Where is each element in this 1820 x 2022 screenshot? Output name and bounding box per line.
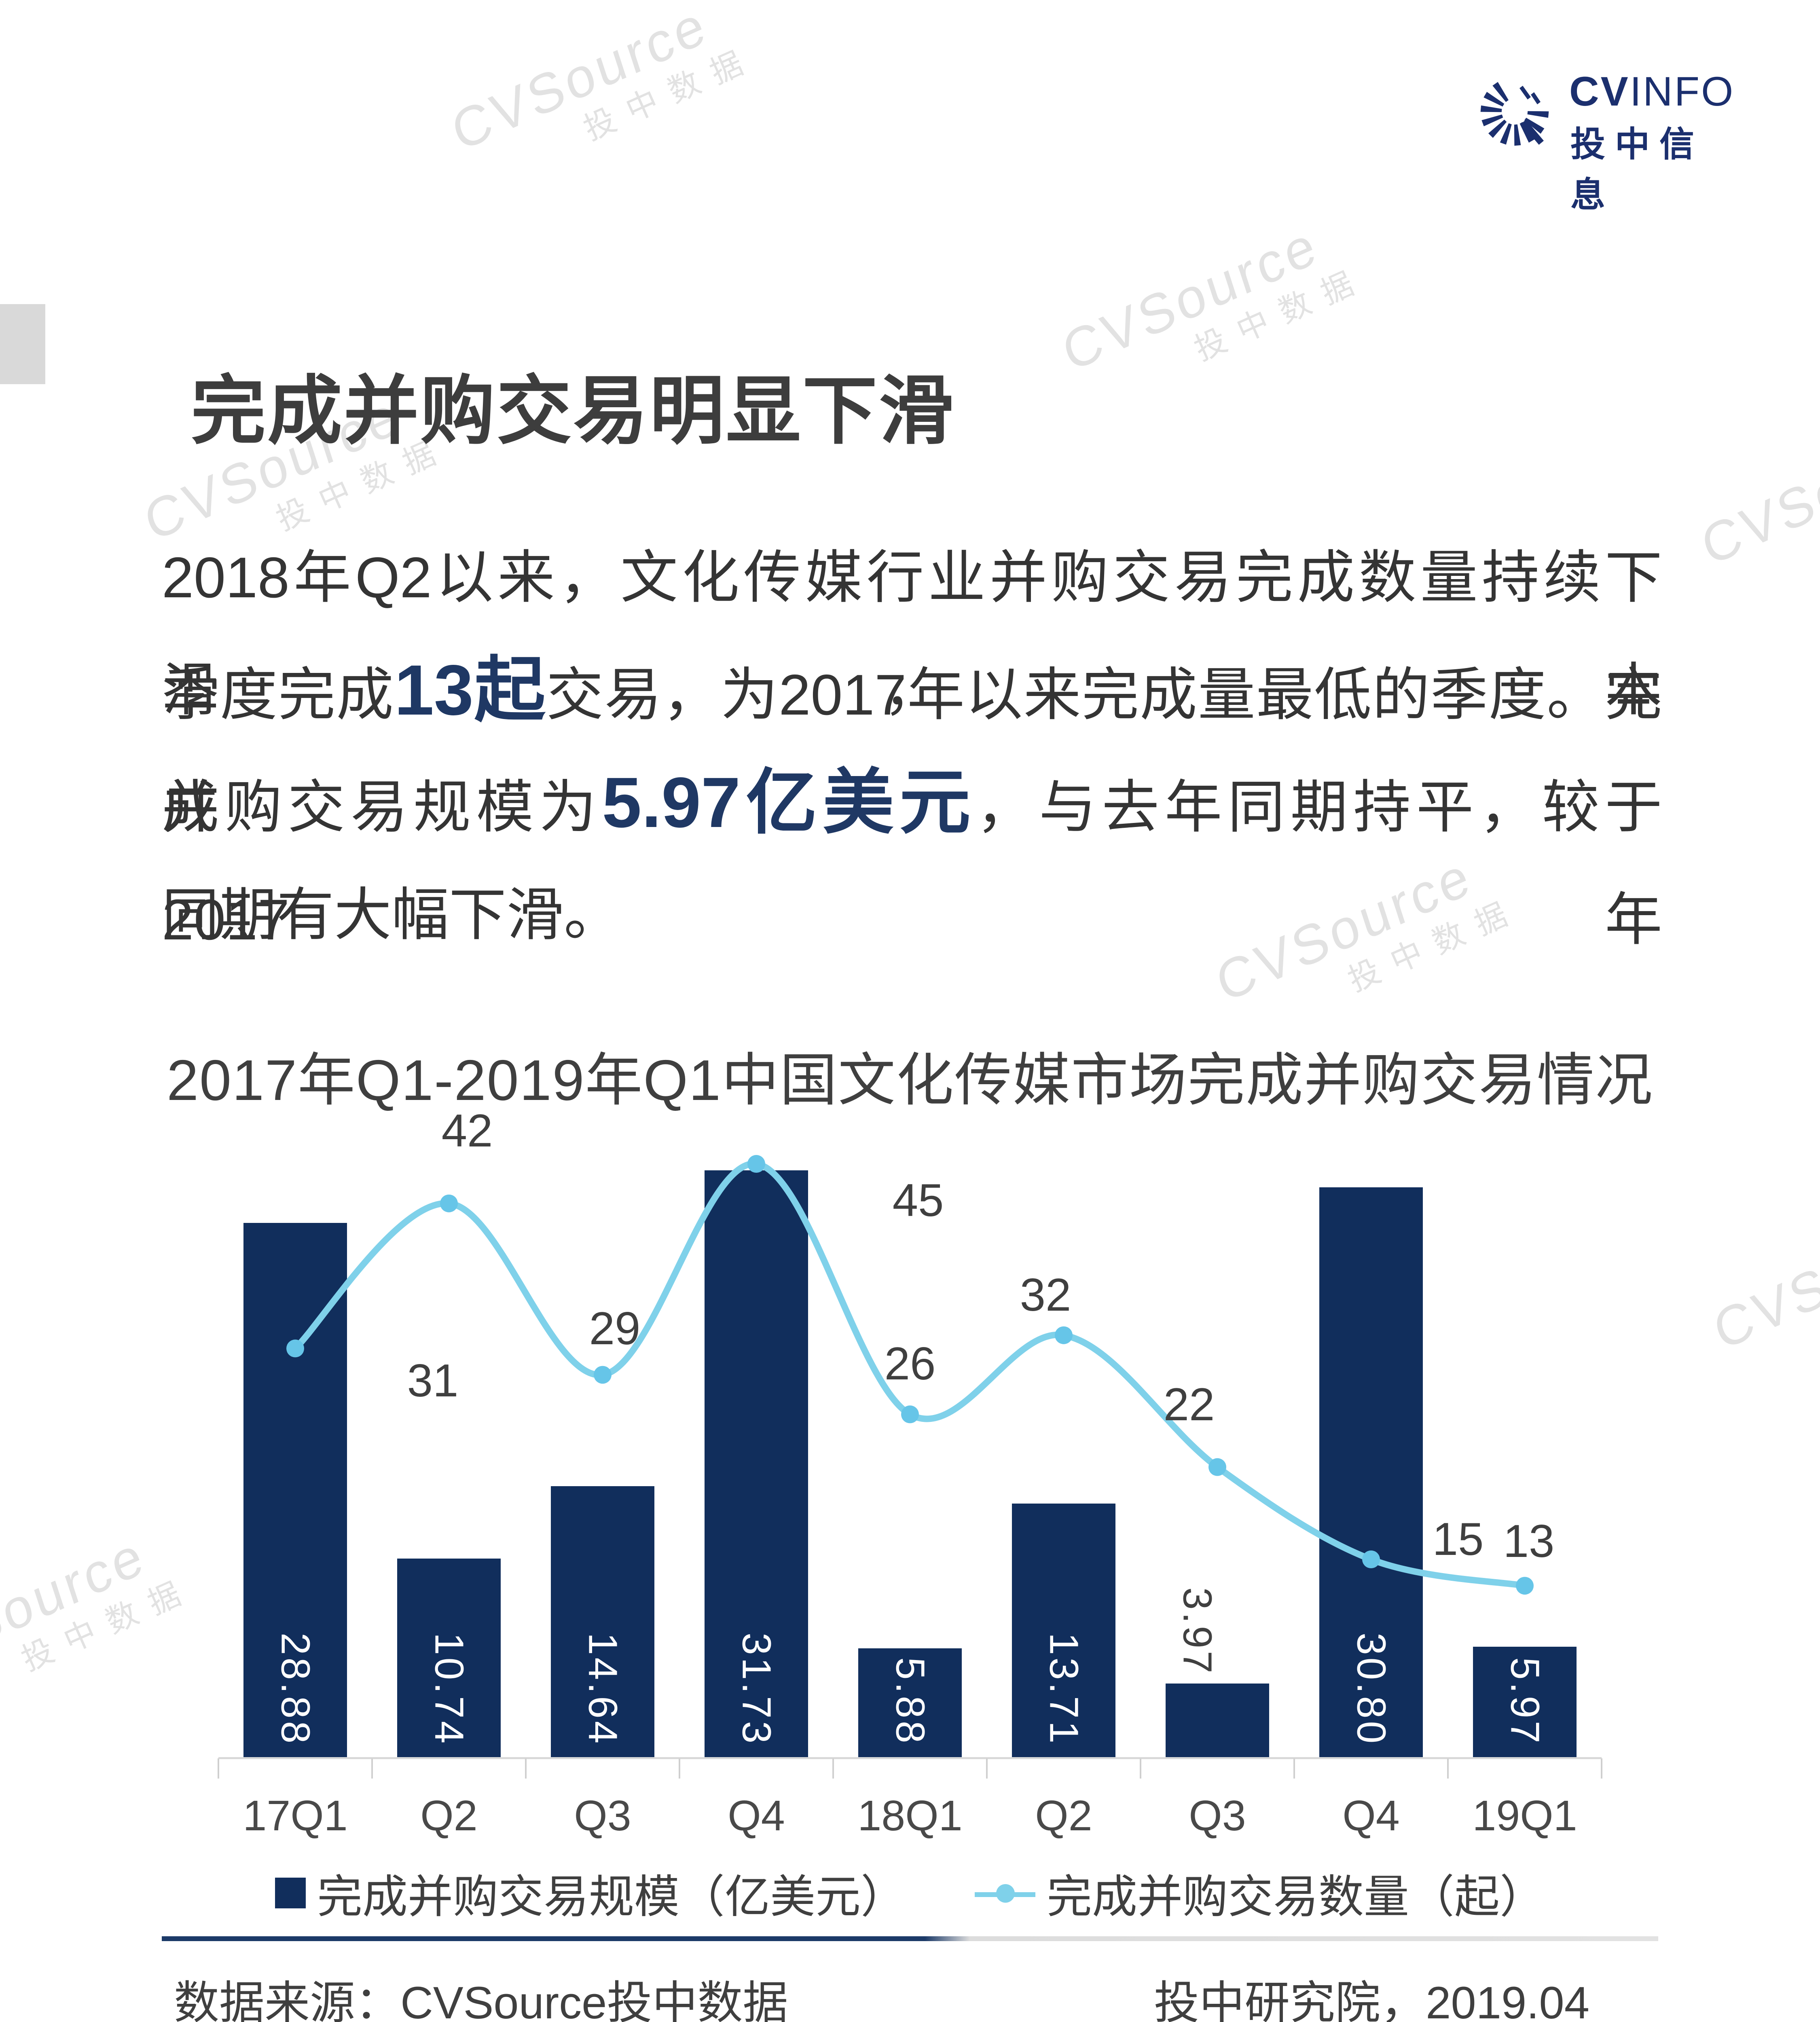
title-accent-bar <box>0 304 45 384</box>
highlighted-figure: 13起 <box>394 651 546 730</box>
bar-Q3 <box>1166 1684 1269 1757</box>
ma-deals-chart: 28.88 17Q1 10.74 Q2 14.64 Q3 31.73 Q4 5.88 18Q1 13… <box>218 1105 1602 1856</box>
line-series-swatch-icon <box>975 1878 1035 1908</box>
logo-subtitle: 投中信息 <box>1570 125 1704 214</box>
count-label: 31 <box>407 1355 459 1407</box>
legend-item-line: 完成并购交易数量（起） <box>975 1860 1545 1926</box>
logo-cv: CV <box>1569 68 1630 114</box>
paragraph-text: 并购交易规模为 <box>162 775 602 840</box>
cvinfo-burst-icon <box>1480 82 1549 146</box>
x-axis-tick <box>832 1758 834 1779</box>
count-label: 42 <box>441 1105 493 1157</box>
chart-title: 2017年Q1-2019年Q1中国文化传媒市场完成并购交易情况 <box>167 1048 1653 1113</box>
count-label: 26 <box>884 1338 936 1390</box>
x-axis-label: Q3 <box>1189 1792 1246 1840</box>
x-axis-label: Q3 <box>574 1792 631 1840</box>
x-axis-label: 19Q1 <box>1472 1792 1577 1840</box>
bar-value-label: 5.97 <box>1502 1657 1548 1746</box>
paragraph-text: 2018年Q2以来，文化传媒行业并购交易完成数量持续下滑，本 <box>162 546 1662 722</box>
bar-series-swatch-icon <box>275 1878 306 1908</box>
legend-line-label: 完成并购交易数量（起） <box>1047 1872 1545 1922</box>
count-label: 22 <box>1163 1379 1215 1430</box>
watermark-sub: 投中数据 <box>578 39 762 147</box>
count-label: 13 <box>1503 1516 1555 1567</box>
bar-value-label: 31.73 <box>734 1632 779 1746</box>
line-series <box>286 1155 1534 1595</box>
bar-value-label: 30.80 <box>1348 1632 1394 1746</box>
bar-Q4: 30.80 <box>1319 1187 1423 1757</box>
bar-19Q1: 5.97 <box>1473 1646 1577 1757</box>
legend-item-bar: 完成并购交易规模（亿美元） <box>275 1860 906 1926</box>
bar-value-label: 10.74 <box>426 1632 472 1746</box>
bar-17Q1: 28.88 <box>243 1223 347 1757</box>
paragraph-text: 同期有大幅下滑。 <box>162 883 621 947</box>
legend-divider <box>162 1936 1658 1941</box>
chart-source-org: 投中研究院，2019.04 <box>1154 1978 1589 2022</box>
watermark-brand: CVSource <box>444 0 715 163</box>
paragraph-line: 并购交易规模为5.97亿美元，与去年同期持平，较于2017年 <box>162 747 1662 952</box>
highlighted-figure: 5.97亿美元 <box>602 763 976 842</box>
x-axis-tick <box>371 1758 373 1779</box>
bar-value-label: 14.64 <box>580 1632 626 1746</box>
line-marker-Q4 <box>1362 1550 1380 1569</box>
bar-value-label: 28.88 <box>273 1632 318 1746</box>
bar-Q2: 10.74 <box>397 1558 501 1757</box>
paragraph-line: 2018年Q2以来，文化传媒行业并购交易完成数量持续下滑，本 <box>162 522 1662 722</box>
line-marker-Q2 <box>440 1194 458 1212</box>
paragraph-text: 季度完成 <box>162 663 394 727</box>
x-axis-label: 18Q1 <box>857 1792 963 1840</box>
page-title: 完成并购交易明显下滑 <box>191 369 955 453</box>
x-axis-label: Q4 <box>1342 1792 1400 1840</box>
x-axis-tick <box>218 1758 219 1779</box>
legend-bar-label: 完成并购交易规模（亿美元） <box>317 1872 906 1922</box>
paragraph-text: ，与去年同期持平，较于2017年 <box>162 775 1663 952</box>
line-marker-Q3 <box>1208 1458 1226 1476</box>
x-axis-tick <box>1447 1758 1449 1779</box>
paragraph-line: 季度完成13起交易，为2017年以来完成量最低的季度。完成 <box>162 634 1662 840</box>
line-marker-Q2 <box>1055 1326 1073 1344</box>
chart-legend: 完成并购交易规模（亿美元） 完成并购交易数量（起） <box>162 1860 1658 1926</box>
x-axis-line <box>218 1757 1602 1759</box>
count-label: 15 <box>1432 1514 1484 1565</box>
bar-Q3: 14.64 <box>551 1486 654 1757</box>
x-axis-tick <box>1601 1758 1602 1779</box>
x-axis-label: Q2 <box>1035 1792 1092 1840</box>
paragraph-line: 同期有大幅下滑。 <box>162 859 1662 971</box>
count-label: 32 <box>1020 1269 1071 1321</box>
x-axis-tick <box>525 1758 527 1779</box>
bar-value-label: 5.88 <box>887 1657 933 1746</box>
x-axis-tick <box>1293 1758 1295 1779</box>
x-axis-tick <box>1140 1758 1141 1779</box>
x-axis-tick <box>679 1758 680 1779</box>
line-marker-17Q1 <box>286 1339 304 1358</box>
line-marker-Q3 <box>594 1366 612 1384</box>
line-marker-19Q1 <box>1516 1577 1534 1595</box>
bar-18Q1: 5.88 <box>858 1648 962 1757</box>
x-axis-label: Q4 <box>728 1792 785 1840</box>
line-marker-18Q1 <box>901 1405 919 1423</box>
cvinfo-logo: CVINFO 投中信息 <box>1474 68 1733 214</box>
bar-value-label: 13.71 <box>1041 1632 1087 1746</box>
watermark: CVSource投中数据 <box>1706 1191 1820 1362</box>
watermark: CVSource投中数据 <box>1694 407 1820 577</box>
line-marker-Q4 <box>747 1155 765 1173</box>
bar-Q2: 13.71 <box>1012 1503 1115 1757</box>
x-axis-label: Q2 <box>420 1792 478 1840</box>
bar-value-label: 3.97 <box>1175 1587 1220 1676</box>
x-axis-label: 17Q1 <box>243 1792 348 1840</box>
x-axis-tick <box>986 1758 988 1779</box>
summary-paragraph: 2018年Q2以来，文化传媒行业并购交易完成数量持续下滑，本 季度完成13起交易，… <box>162 522 1662 971</box>
chart-source-row: 数据来源：CVSource投中数据 投中研究院，2019.04 <box>162 1966 1670 2022</box>
logo-info: INFO <box>1630 68 1735 114</box>
count-label: 29 <box>589 1303 641 1354</box>
chart-data-source: 数据来源：CVSource投中数据 <box>174 1978 788 2022</box>
logo-text: CVINFO <box>1569 68 1735 115</box>
count-label: 45 <box>892 1175 944 1227</box>
paragraph-text: 交易，为2017年以来完成量最低的季度。完成 <box>162 663 1662 840</box>
bar-Q4: 31.73 <box>705 1170 808 1757</box>
